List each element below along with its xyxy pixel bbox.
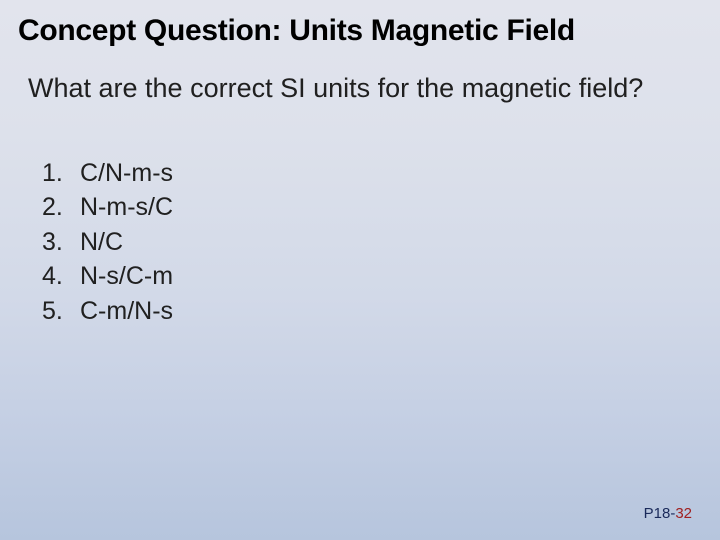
option-number: 5.: [42, 294, 80, 329]
footer-page-number: 32: [675, 505, 692, 522]
option-number: 2.: [42, 190, 80, 225]
option-label: C-m/N-s: [80, 294, 173, 329]
list-item: 4. N-s/C-m: [42, 259, 720, 294]
list-item: 3. N/C: [42, 225, 720, 260]
list-item: 1. C/N-m-s: [42, 156, 720, 191]
option-label: C/N-m-s: [80, 156, 173, 191]
slide-title: Concept Question: Units Magnetic Field: [0, 0, 720, 48]
page-footer: P18-32: [644, 505, 692, 522]
option-number: 3.: [42, 225, 80, 260]
question-text: What are the correct SI units for the ma…: [0, 48, 720, 106]
option-number: 4.: [42, 259, 80, 294]
footer-prefix: P18-: [644, 505, 676, 522]
list-item: 5. C-m/N-s: [42, 294, 720, 329]
option-number: 1.: [42, 156, 80, 191]
option-label: N-m-s/C: [80, 190, 173, 225]
option-label: N-s/C-m: [80, 259, 173, 294]
list-item: 2. N-m-s/C: [42, 190, 720, 225]
options-list: 1. C/N-m-s 2. N-m-s/C 3. N/C 4. N-s/C-m …: [0, 106, 720, 329]
option-label: N/C: [80, 225, 123, 260]
